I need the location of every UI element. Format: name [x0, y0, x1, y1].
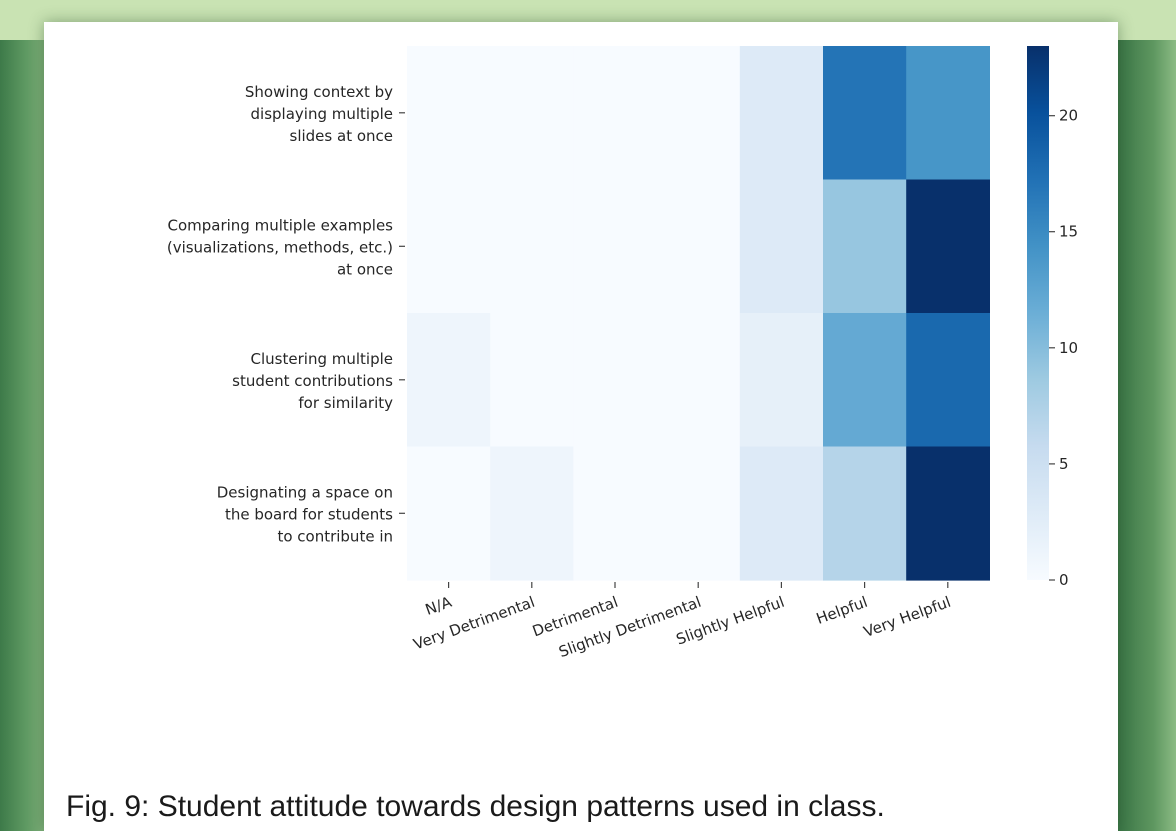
row-label: Comparing multiple examples (visualizatio… [167, 216, 393, 278]
heatmap-cell [407, 46, 491, 181]
row-label: Showing context by displaying multiple sli… [245, 83, 393, 145]
heatmap-cell [656, 446, 741, 581]
column-label: N/A [423, 593, 455, 619]
heatmap-cell [407, 313, 491, 448]
heatmap-cell [739, 46, 824, 181]
heatmap-cell [906, 179, 990, 314]
colorbar: 0 5 10 15 20 [1027, 46, 1078, 589]
heatmap-cell [906, 313, 990, 448]
heatmap-cell [656, 179, 741, 314]
row-label: Clustering multiple student contributions… [232, 350, 393, 412]
heatmap-cell [739, 179, 824, 314]
colorbar-gradient [1027, 46, 1049, 580]
column-label: Slightly Detrimental [556, 593, 703, 661]
heatmap-cell [823, 46, 907, 181]
heatmap-cell [407, 179, 491, 314]
heatmap-cell [573, 179, 658, 314]
heatmap-cell [656, 46, 741, 181]
frame-right [1118, 40, 1176, 831]
colorbar-tick-label: 5 [1059, 455, 1069, 473]
column-label: Helpful [814, 593, 870, 628]
figure-caption: Fig. 9: Student attitude towards design … [66, 790, 885, 823]
heatmap-cells [407, 46, 990, 581]
colorbar-tick-label: 15 [1059, 223, 1078, 241]
row-label: Designating a space on the board for stud… [217, 483, 393, 545]
heatmap-cell [823, 446, 907, 581]
frame-left [0, 40, 44, 831]
column-label: Very Helpful [861, 593, 953, 641]
heatmap-cell [906, 46, 990, 181]
colorbar-tick-label: 0 [1059, 571, 1069, 589]
heatmap-chart: Showing context by displaying multiple sli… [167, 46, 1078, 661]
colorbar-tick-label: 20 [1059, 107, 1078, 125]
heatmap-cell [407, 446, 491, 581]
figure-panel: Showing context by displaying multiple sli… [44, 22, 1118, 831]
colorbar-tick-label: 10 [1059, 339, 1078, 357]
heatmap-cell [490, 46, 574, 181]
heatmap-cell [573, 313, 658, 448]
heatmap-cell [739, 446, 824, 581]
row-labels: Showing context by displaying multiple sli… [167, 83, 405, 545]
heatmap-cell [739, 313, 824, 448]
heatmap-cell [823, 313, 907, 448]
heatmap-cell [573, 46, 658, 181]
heatmap-cell [823, 179, 907, 314]
heatmap-cell [490, 179, 574, 314]
heatmap-cell [906, 446, 990, 581]
heatmap-cell [490, 446, 574, 581]
heatmap-cell [490, 313, 574, 448]
heatmap-cell [656, 313, 741, 448]
heatmap-cell [573, 446, 658, 581]
